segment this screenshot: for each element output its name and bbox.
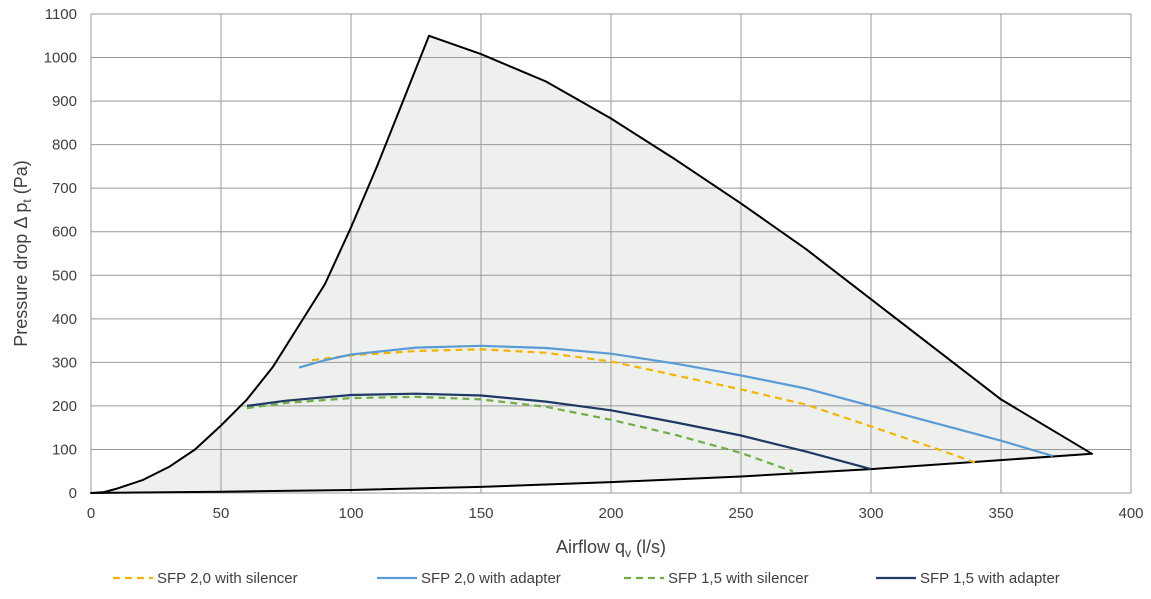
y-tick-label: 500 [52,267,77,284]
y-tick-label: 300 [52,354,77,371]
operating-area-fill [91,35,1092,494]
x-tick-label: 300 [858,505,883,522]
legend: SFP 2,0 with silencer SFP 2,0 with adapte… [113,570,1060,587]
x-tick-label: 150 [468,505,493,522]
y-tick-label: 1100 [45,6,77,23]
legend-item-2: SFP 2,0 with adapter [377,570,561,587]
legend-item-1: SFP 2,0 with silencer [113,570,298,587]
legend-label: SFP 2,0 with adapter [421,570,561,587]
y-tick-label: 600 [52,224,77,241]
x-tick-label: 0 [87,505,95,522]
x-tick-label: 50 [213,505,230,522]
operating-area-boundary [90,34,1093,494]
x-tick-label: 250 [728,505,753,522]
y-tick-label: 200 [52,398,77,415]
legend-label: SFP 1,5 with adapter [920,570,1060,587]
y-axis-title: Pressure drop Δ pt (Pa) [11,160,34,346]
x-tick-label: 100 [338,505,363,522]
x-tick-label: 350 [988,505,1013,522]
series-line-3 [246,395,794,473]
x-tick-label: 400 [1118,505,1143,522]
y-tick-label: 900 [52,93,77,110]
gridlines [90,13,1132,494]
series-line-1 [311,348,976,464]
x-axis-title: Airflow qv (l/s) [556,537,666,560]
y-tick-label: 700 [52,180,77,197]
legend-label: SFP 1,5 with silencer [668,570,809,587]
y-tick-label: 1000 [44,50,77,67]
x-tick-label: 200 [598,505,623,522]
legend-label: SFP 2,0 with silencer [157,570,298,587]
series-line-4 [246,392,872,471]
y-tick-label: 400 [52,311,77,328]
legend-item-3: SFP 1,5 with silencer [624,570,809,587]
y-tick-label: 100 [52,441,77,458]
series-line-2 [298,344,1054,458]
y-tick-label: 800 [52,137,77,154]
legend-item-4: SFP 1,5 with adapter [876,570,1060,587]
y-tick-label: 0 [69,485,77,502]
